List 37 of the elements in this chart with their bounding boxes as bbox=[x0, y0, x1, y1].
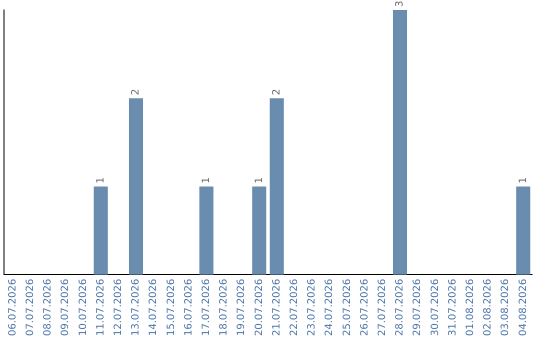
x-tick-label: 11.07.2026 bbox=[95, 278, 106, 336]
x-tick-label: 24.07.2026 bbox=[324, 278, 336, 336]
x-tick-label: 01.08.2026 bbox=[464, 278, 476, 336]
data-label: 2 bbox=[271, 88, 282, 96]
x-tick-label: 07.07.2026 bbox=[24, 278, 36, 336]
x-tick-label: 17.07.2026 bbox=[200, 278, 212, 336]
x-tick-label: 23.07.2026 bbox=[306, 278, 318, 336]
data-label: 1 bbox=[95, 177, 106, 184]
x-tick-label: 16.07.2026 bbox=[183, 278, 194, 336]
x-tick-label: 25.07.2026 bbox=[342, 278, 353, 336]
x-tick-label: 28.07.2026 bbox=[394, 278, 406, 336]
x-tick-label: 26.07.2026 bbox=[359, 278, 370, 336]
x-tick-label: 22.07.2026 bbox=[288, 278, 300, 336]
x-tick-label: 04.08.2026 bbox=[518, 278, 529, 336]
data-label: 1 bbox=[200, 177, 212, 184]
x-tick-label: 09.07.2026 bbox=[60, 278, 72, 336]
x-tick-label: 15.07.2026 bbox=[166, 278, 177, 336]
x-tick-label: 19.07.2026 bbox=[236, 278, 248, 336]
data-label: 1 bbox=[254, 177, 265, 184]
x-tick-label: 29.07.2026 bbox=[412, 278, 424, 336]
x-tick-label: 02.08.2026 bbox=[482, 278, 494, 336]
x-tick-label: 31.07.2026 bbox=[447, 278, 458, 336]
data-label: 3 bbox=[394, 0, 406, 7]
x-tick-label: 13.07.2026 bbox=[130, 278, 142, 336]
x-tick-label: 27.07.2026 bbox=[376, 278, 388, 336]
x-tick-label: 20.07.2026 bbox=[254, 278, 265, 336]
x-tick-label: 03.08.2026 bbox=[500, 278, 512, 336]
x-tick-label: 12.07.2026 bbox=[112, 278, 124, 336]
x-tick-label: 08.07.2026 bbox=[42, 278, 54, 336]
data-label: 1 bbox=[518, 177, 529, 184]
x-tick-label: 10.07.2026 bbox=[78, 278, 89, 336]
x-tick-label: 06.07.2026 bbox=[7, 278, 18, 336]
x-tick-label: 14.07.2026 bbox=[148, 278, 160, 336]
x-tick-label: 18.07.2026 bbox=[218, 278, 230, 336]
x-tick-label: 21.07.2026 bbox=[271, 278, 282, 336]
x-tick-label: 30.07.2026 bbox=[430, 278, 441, 336]
data-label: 2 bbox=[130, 88, 142, 96]
